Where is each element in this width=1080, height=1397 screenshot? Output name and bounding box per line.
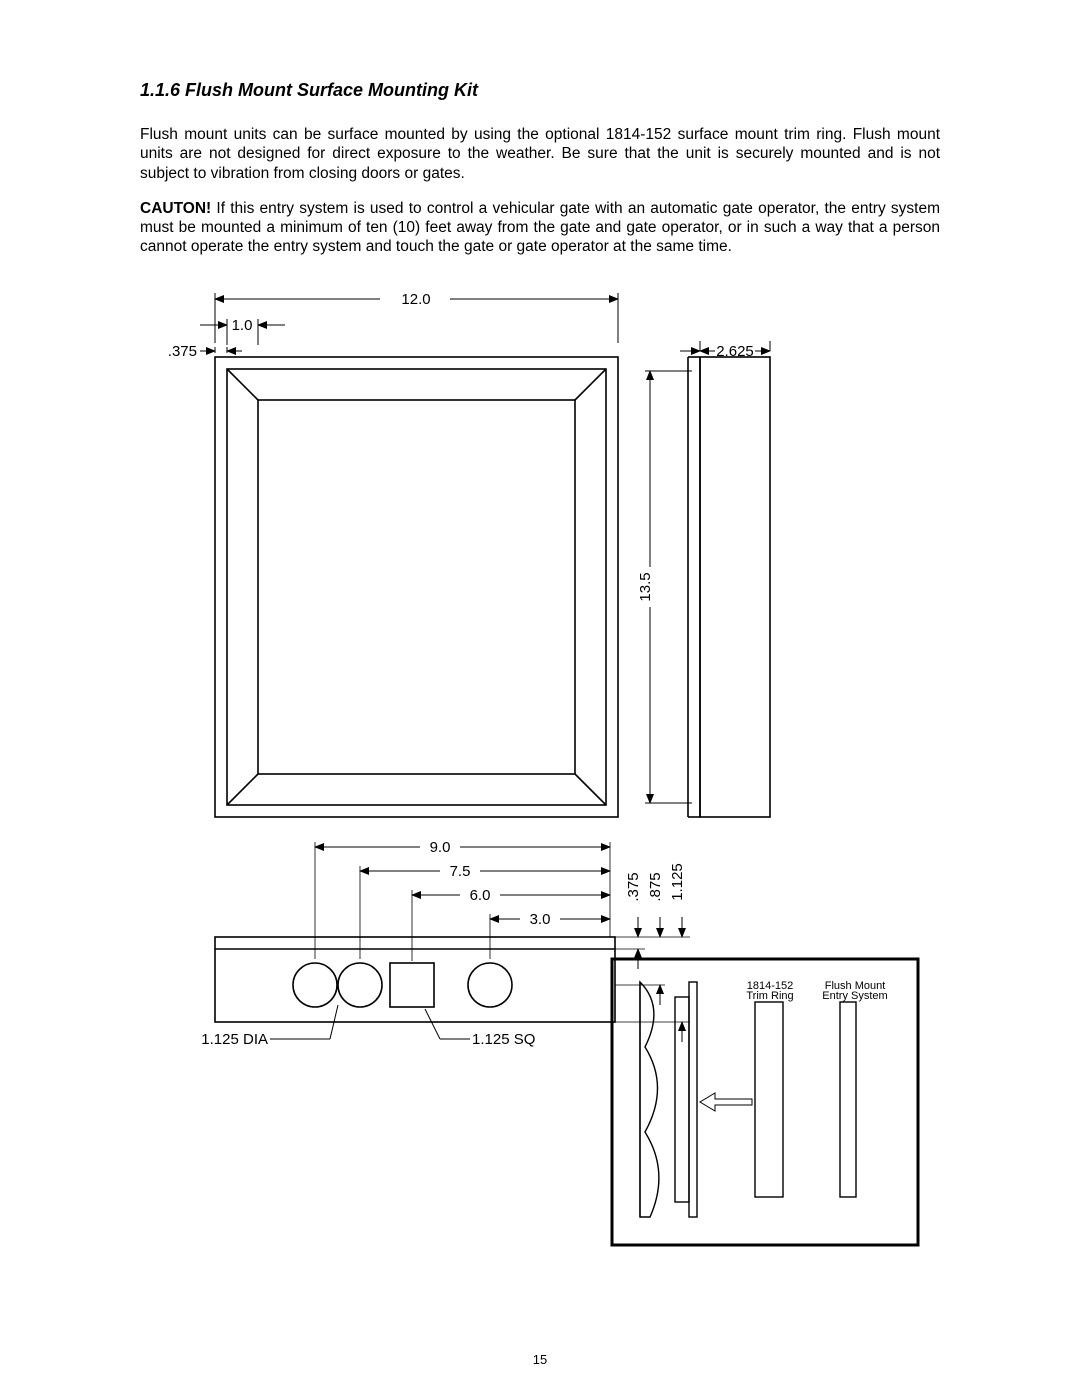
paragraph-caution: CAUTON! If this entry system is used to …	[140, 199, 940, 257]
page: 1.1.6 Flush Mount Surface Mounting Kit F…	[0, 0, 1080, 1397]
side-view: 2.625 13.5	[640, 277, 870, 837]
dim-3: 3.0	[530, 911, 551, 928]
assy-label-2b: Entry System	[822, 990, 887, 1002]
dim-v375: .375	[625, 872, 642, 901]
dim-9: 9.0	[430, 839, 451, 856]
section-heading: 1.1.6 Flush Mount Surface Mounting Kit	[140, 80, 940, 101]
front-view: 12.0 1.0 .375	[170, 277, 670, 837]
dim-width: 12.0	[401, 291, 430, 308]
dim-75: 7.5	[450, 863, 471, 880]
technical-diagram: 12.0 1.0 .375	[140, 277, 940, 1247]
label-square: 1.125 SQ	[472, 1031, 535, 1048]
paragraph-intro: Flush mount units can be surface mounted…	[140, 125, 940, 183]
caution-label: CAUTON!	[140, 200, 211, 217]
dim-flange-left: .375	[168, 343, 197, 360]
assembly-view: 1814-152 Trim Ring Flush Mount Entry Sys…	[610, 957, 920, 1247]
label-circle: 1.125 DIA	[201, 1031, 268, 1048]
caution-text: If this entry system is used to control …	[140, 200, 940, 256]
dim-v1125: 1.125	[669, 863, 686, 901]
page-number: 15	[0, 1352, 1080, 1367]
dim-6: 6.0	[470, 887, 491, 904]
dim-v875: .875	[647, 872, 664, 901]
dim-height: 13.5	[637, 572, 654, 601]
assy-label-1b: Trim Ring	[746, 990, 793, 1002]
dim-flange-top: 1.0	[232, 317, 253, 334]
